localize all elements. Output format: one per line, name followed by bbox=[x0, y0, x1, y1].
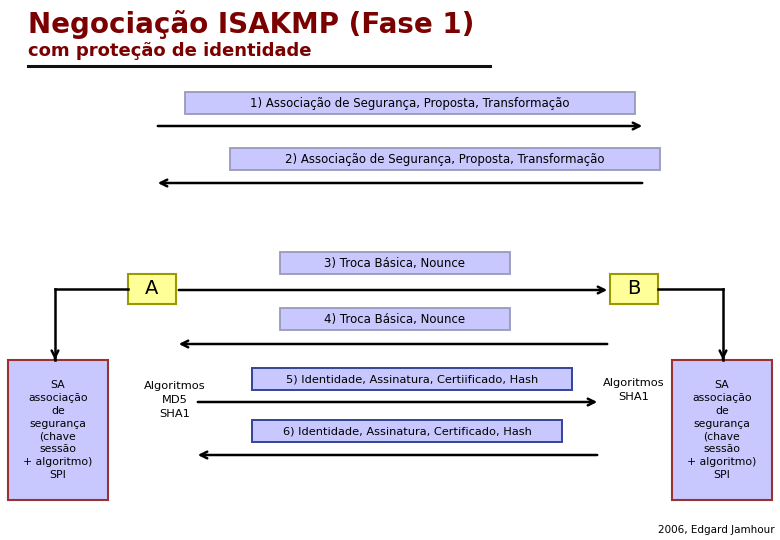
FancyBboxPatch shape bbox=[252, 420, 562, 442]
Text: 4) Troca Básica, Nounce: 4) Troca Básica, Nounce bbox=[324, 313, 466, 326]
FancyBboxPatch shape bbox=[252, 368, 572, 390]
Text: SA
associação
de
segurança
(chave
sessão
+ algoritmo)
SPI: SA associação de segurança (chave sessão… bbox=[23, 380, 93, 480]
Text: 2) Associação de Segurança, Proposta, Transformação: 2) Associação de Segurança, Proposta, Tr… bbox=[285, 152, 604, 165]
Text: com proteção de identidade: com proteção de identidade bbox=[28, 42, 311, 60]
FancyBboxPatch shape bbox=[610, 274, 658, 304]
Text: B: B bbox=[627, 280, 640, 299]
FancyBboxPatch shape bbox=[280, 252, 510, 274]
FancyBboxPatch shape bbox=[185, 92, 635, 114]
FancyBboxPatch shape bbox=[672, 360, 772, 500]
Text: 5) Identidade, Assinatura, Certiificado, Hash: 5) Identidade, Assinatura, Certiificado,… bbox=[286, 374, 538, 384]
Text: Negociação ISAKMP (Fase 1): Negociação ISAKMP (Fase 1) bbox=[28, 10, 474, 39]
FancyBboxPatch shape bbox=[280, 308, 510, 330]
Text: Algoritmos
MD5
SHA1: Algoritmos MD5 SHA1 bbox=[144, 381, 206, 419]
FancyBboxPatch shape bbox=[8, 360, 108, 500]
FancyBboxPatch shape bbox=[230, 148, 660, 170]
Text: 3) Troca Básica, Nounce: 3) Troca Básica, Nounce bbox=[324, 256, 466, 269]
Text: A: A bbox=[145, 280, 158, 299]
Text: 6) Identidade, Assinatura, Certificado, Hash: 6) Identidade, Assinatura, Certificado, … bbox=[282, 426, 531, 436]
Text: 1) Associação de Segurança, Proposta, Transformação: 1) Associação de Segurança, Proposta, Tr… bbox=[250, 97, 569, 110]
Text: 2006, Edgard Jamhour: 2006, Edgard Jamhour bbox=[658, 525, 775, 535]
Text: Algoritmos
SHA1: Algoritmos SHA1 bbox=[603, 378, 665, 402]
FancyBboxPatch shape bbox=[128, 274, 176, 304]
Text: SA
associação
de
segurança
(chave
sessão
+ algoritmo)
SPI: SA associação de segurança (chave sessão… bbox=[687, 380, 757, 480]
